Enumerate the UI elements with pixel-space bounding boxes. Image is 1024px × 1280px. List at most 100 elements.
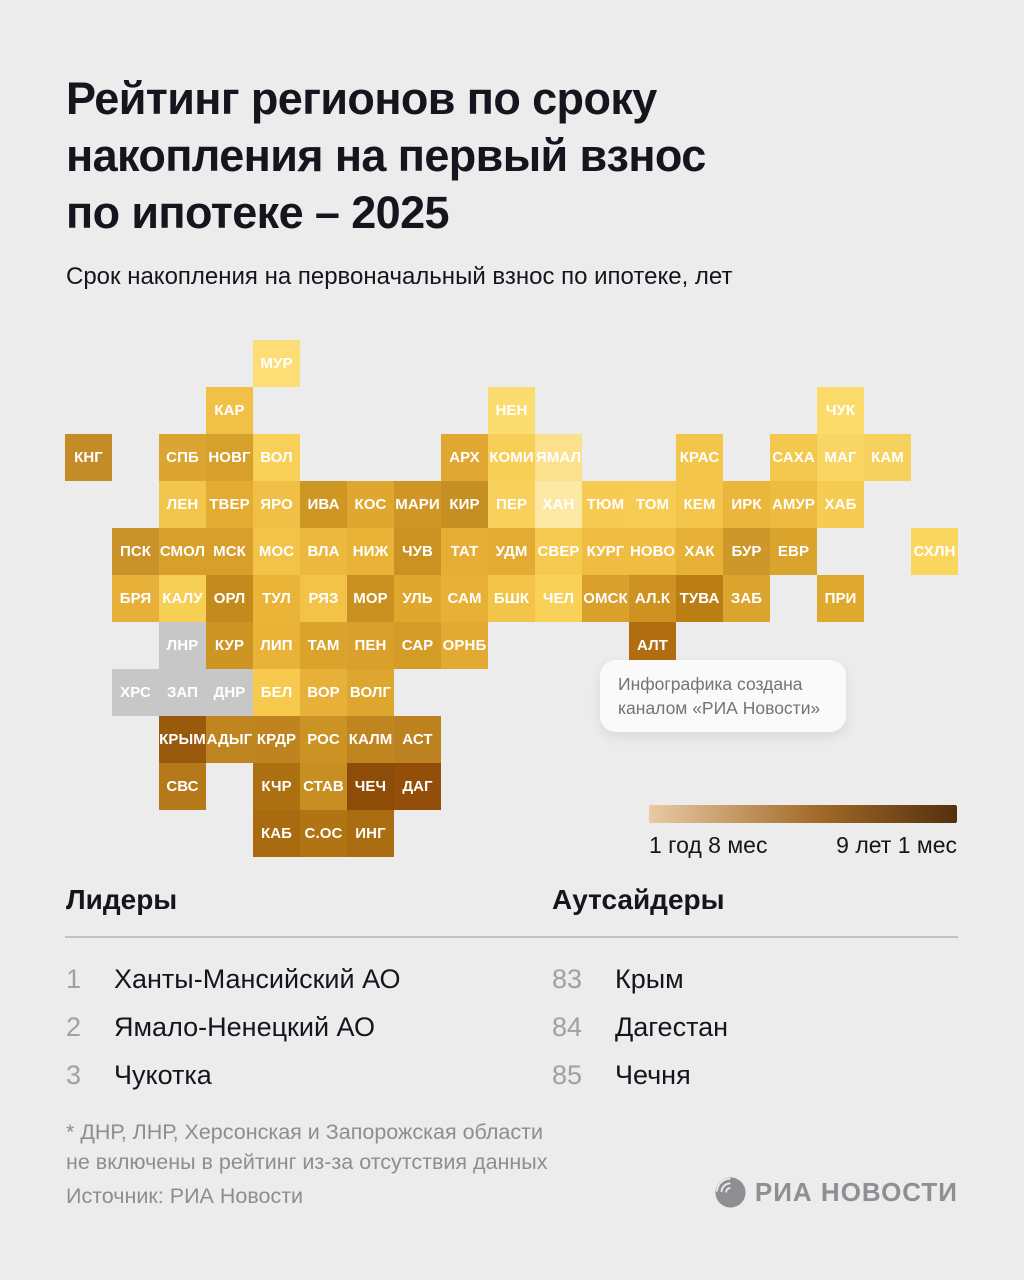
region-tile-ЯМАЛ: ЯМАЛ xyxy=(535,434,582,481)
footnote: * ДНР, ЛНР, Херсонская и Запорожская обл… xyxy=(66,1117,548,1177)
region-tile-КРЫМ: КРЫМ xyxy=(159,716,206,763)
rank-number: 83 xyxy=(552,964,583,994)
region-tile-УДМ: УДМ xyxy=(488,528,535,575)
outsiders-list: 83 Крым 84 Дагестан 85 Чечня xyxy=(552,962,728,1106)
region-tile-КАМ: КАМ xyxy=(864,434,911,481)
region-tile-СМОЛ: СМОЛ xyxy=(159,528,206,575)
attribution-line: каналом «РИА Новости» xyxy=(618,698,821,718)
region-tile-ОРНБ: ОРНБ xyxy=(441,622,488,669)
region-tile-ТАТ: ТАТ xyxy=(441,528,488,575)
region-tile-КИР: КИР xyxy=(441,481,488,528)
region-tile-РЯЗ: РЯЗ xyxy=(300,575,347,622)
region-tile-НОВО: НОВО xyxy=(629,528,676,575)
region-name: Чечня xyxy=(615,1060,691,1090)
region-tile-ПЕН: ПЕН xyxy=(347,622,394,669)
region-tile-АРХ: АРХ xyxy=(441,434,488,481)
region-tile-ТВЕР: ТВЕР xyxy=(206,481,253,528)
region-tile-ДАГ: ДАГ xyxy=(394,763,441,810)
region-tile-ЧЕЛ: ЧЕЛ xyxy=(535,575,582,622)
region-tile-ЗАП: ЗАП xyxy=(159,669,206,716)
region-tile-КУРГ: КУРГ xyxy=(582,528,629,575)
region-tile-ТУЛ: ТУЛ xyxy=(253,575,300,622)
rank-row: 83 Крым xyxy=(552,962,728,996)
region-tile-ЯРО: ЯРО xyxy=(253,481,300,528)
region-tile-СПБ: СПБ xyxy=(159,434,206,481)
title-line: накопления на первый взнос xyxy=(66,130,706,181)
region-tile-НЕН: НЕН xyxy=(488,387,535,434)
region-tile-КАЛУ: КАЛУ xyxy=(159,575,206,622)
region-tile-ТАМ: ТАМ xyxy=(300,622,347,669)
title-line: по ипотеке – 2025 xyxy=(66,187,450,238)
legend-gradient-bar xyxy=(649,805,957,823)
region-tile-АСТ: АСТ xyxy=(394,716,441,763)
region-tile-МОР: МОР xyxy=(347,575,394,622)
region-tile-ПЕР: ПЕР xyxy=(488,481,535,528)
region-name: Ямало-Ненецкий АО xyxy=(114,1012,375,1042)
rank-row: 85 Чечня xyxy=(552,1058,728,1092)
legend-min-label: 1 год 8 мес xyxy=(649,832,768,858)
region-tile-ЧУВ: ЧУВ xyxy=(394,528,441,575)
color-legend: 1 год 8 мес 9 лет 1 мес xyxy=(649,805,957,859)
region-tile-МОС: МОС xyxy=(253,528,300,575)
attribution-line: Инфографика создана xyxy=(618,674,803,694)
region-tile-С.ОС: С.ОС xyxy=(300,810,347,857)
region-tile-САХА: САХА xyxy=(770,434,817,481)
region-tile-КРАС: КРАС xyxy=(676,434,723,481)
page-title: Рейтинг регионов по сроку накопления на … xyxy=(66,70,706,241)
region-tile-ВОР: ВОР xyxy=(300,669,347,716)
footnote-line: * ДНР, ЛНР, Херсонская и Запорожская обл… xyxy=(66,1120,543,1144)
region-tile-НИЖ: НИЖ xyxy=(347,528,394,575)
region-tile-ПСК: ПСК xyxy=(112,528,159,575)
source-label: Источник: РИА Новости xyxy=(66,1184,304,1208)
region-tile-ЗАБ: ЗАБ xyxy=(723,575,770,622)
region-tile-КРДР: КРДР xyxy=(253,716,300,763)
region-tile-РОС: РОС xyxy=(300,716,347,763)
region-tile-СВС: СВС xyxy=(159,763,206,810)
region-tile-БРЯ: БРЯ xyxy=(112,575,159,622)
region-tile-ИВА: ИВА xyxy=(300,481,347,528)
region-tile-ДНР: ДНР xyxy=(206,669,253,716)
footnote-line: не включены в рейтинг из-за отсутствия д… xyxy=(66,1150,548,1174)
region-tile-КЧР: КЧР xyxy=(253,763,300,810)
region-tile-САР: САР xyxy=(394,622,441,669)
region-tile-ОМСК: ОМСК xyxy=(582,575,629,622)
region-tile-КОМИ: КОМИ xyxy=(488,434,535,481)
region-tile-ХАК: ХАК xyxy=(676,528,723,575)
region-tile-ТУВА: ТУВА xyxy=(676,575,723,622)
outsiders-heading: Аутсайдеры xyxy=(552,884,725,915)
region-tile-САМ: САМ xyxy=(441,575,488,622)
leaders-heading: Лидеры xyxy=(66,884,178,915)
legend-max-label: 9 лет 1 мес xyxy=(836,832,957,858)
rank-number: 2 xyxy=(66,1012,82,1042)
region-tile-СХЛН: СХЛН xyxy=(911,528,958,575)
region-tile-ЛЕН: ЛЕН xyxy=(159,481,206,528)
region-name: Чукотка xyxy=(114,1060,212,1090)
region-tile-БЕЛ: БЕЛ xyxy=(253,669,300,716)
region-tile-ПРИ: ПРИ xyxy=(817,575,864,622)
region-tile-АДЫГ: АДЫГ xyxy=(206,716,253,763)
rank-row: 84 Дагестан xyxy=(552,1010,728,1044)
region-tile-АМУР: АМУР xyxy=(770,481,817,528)
region-tile-ЛНР: ЛНР xyxy=(159,622,206,669)
region-tile-ВОЛ: ВОЛ xyxy=(253,434,300,481)
region-tile-ОРЛ: ОРЛ xyxy=(206,575,253,622)
region-tile-АЛ.К: АЛ.К xyxy=(629,575,676,622)
region-tile-БШК: БШК xyxy=(488,575,535,622)
region-tile-КУР: КУР xyxy=(206,622,253,669)
title-line: Рейтинг регионов по сроку xyxy=(66,73,657,124)
attribution-callout: Инфографика создана каналом «РИА Новости… xyxy=(600,660,846,732)
region-tile-УЛЬ: УЛЬ xyxy=(394,575,441,622)
region-tile-НОВГ: НОВГ xyxy=(206,434,253,481)
region-tile-МУР: МУР xyxy=(253,340,300,387)
region-tile-КАБ: КАБ xyxy=(253,810,300,857)
region-tile-ЛИП: ЛИП xyxy=(253,622,300,669)
region-tile-КАР: КАР xyxy=(206,387,253,434)
region-tile-СТАВ: СТАВ xyxy=(300,763,347,810)
region-tile-КНГ: КНГ xyxy=(65,434,112,481)
region-tile-ЧЕЧ: ЧЕЧ xyxy=(347,763,394,810)
region-tile-КЕМ: КЕМ xyxy=(676,481,723,528)
ria-globe-icon xyxy=(715,1177,746,1208)
region-tile-БУР: БУР xyxy=(723,528,770,575)
